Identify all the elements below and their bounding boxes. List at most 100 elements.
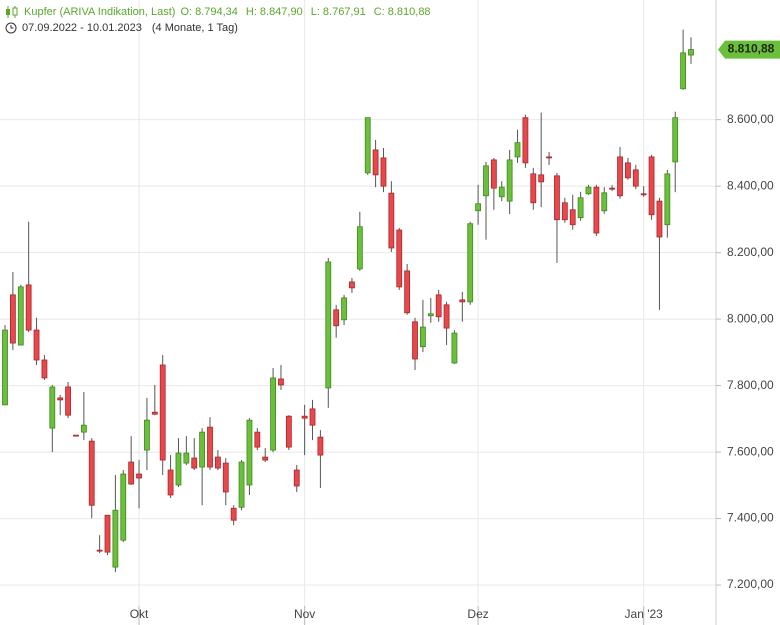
ohlc-label: 8.847,90 [259, 6, 303, 18]
candle-body [451, 332, 458, 364]
period: (4 Monate, 1 Tag) [151, 22, 238, 34]
candle-body [388, 192, 395, 249]
candle-body [554, 175, 560, 221]
candle-body [514, 142, 521, 158]
ohlc-label: 8.767,91 [322, 6, 366, 18]
candle-body [262, 456, 269, 461]
candle-body [128, 461, 135, 485]
date-line: 07.09.2022 - 10.01.2023 (4 Monate, 1 Tag… [5, 22, 238, 34]
candle-body [144, 419, 150, 451]
candle-body [25, 284, 32, 331]
candle-body [65, 386, 71, 416]
candle-body [467, 223, 474, 303]
y-tick-label: 7.800,00 [727, 378, 774, 392]
candle-body [364, 117, 371, 174]
candle-body [104, 514, 111, 553]
candle-body [601, 192, 608, 212]
candle-body [412, 321, 418, 360]
candle-body [427, 313, 434, 317]
candle-body [214, 456, 221, 469]
candle-body [175, 452, 182, 486]
y-tick-label: 8.600,00 [727, 112, 774, 126]
y-tick-label: 7.600,00 [727, 444, 774, 458]
ohlc-key: L: [310, 6, 320, 18]
candle-body [325, 261, 332, 389]
candle-body [207, 426, 213, 468]
header-line: Kupfer (ARIVA Indikation, Last) O: 8.794,… [5, 6, 431, 18]
candle-body [136, 473, 142, 479]
candle-body [490, 159, 497, 189]
candle-body [293, 469, 300, 487]
candle-body [380, 157, 387, 187]
ohlc-key: H: [245, 6, 257, 18]
candle-body [680, 52, 687, 90]
candle-body [648, 156, 655, 216]
ohlc-item: C: 8.810,88 [374, 6, 431, 18]
candle-body [632, 169, 639, 187]
x-tick-label: Nov [294, 607, 315, 621]
candle-body [9, 294, 16, 344]
candle-body [609, 187, 616, 190]
candle-body [625, 162, 631, 179]
candle-body [2, 329, 8, 406]
candle-body [617, 156, 623, 197]
last-price-tag [718, 40, 780, 59]
candle-body [199, 431, 206, 468]
candle-body [546, 156, 552, 159]
candle-body [585, 186, 592, 195]
candle-body [301, 415, 308, 419]
ohlc-item: L: 8.767,91 [311, 6, 366, 18]
candle-body [112, 509, 119, 568]
candle-body [498, 186, 505, 198]
ohlc-key: C: [373, 6, 385, 18]
y-tick-label: 8.000,00 [727, 311, 774, 325]
candle-body [688, 49, 694, 56]
candle-body [404, 270, 411, 314]
y-tick-label: 8.200,00 [727, 245, 774, 259]
x-tick-label: Jan '23 [625, 607, 664, 621]
candle-body [222, 462, 229, 493]
candle-body [538, 174, 545, 183]
ohlc-item: H: 8.847,90 [246, 6, 303, 18]
candle-body [17, 286, 24, 346]
candle-body [435, 294, 442, 318]
clock-icon [5, 22, 17, 34]
candle-body [285, 415, 292, 448]
candle-body [561, 202, 568, 221]
candle-body [349, 281, 355, 289]
candle-body [159, 364, 166, 461]
candle-body [183, 452, 190, 464]
instrument-name: Kupfer (ARIVA Indikation, Last) [24, 6, 176, 18]
candle-body [33, 329, 40, 361]
date-range: 07.09.2022 - 10.01.2023 [22, 22, 142, 34]
candle-body [356, 226, 363, 270]
candle-body [672, 117, 679, 163]
ohlc-key: O: [180, 6, 193, 18]
candle-body [341, 297, 347, 321]
candle-body [593, 186, 600, 234]
y-tick-label: 7.400,00 [727, 511, 774, 525]
candle-icon [6, 6, 18, 18]
candle-body [73, 434, 79, 437]
candle-body [475, 203, 482, 212]
candle-body [443, 304, 450, 329]
candle-body [577, 197, 584, 219]
candle-body [420, 326, 426, 348]
x-tick-label: Okt [130, 607, 149, 621]
y-tick-label: 7.200,00 [727, 577, 774, 591]
y-tick-label: 8.400,00 [727, 178, 774, 192]
ohlc-item: O: 8.794,34 [180, 6, 237, 18]
candle-body [120, 473, 127, 541]
last-price-label: 8.810,88 [728, 42, 775, 56]
candle-body [41, 359, 48, 379]
candle-body [309, 408, 316, 426]
x-tick-label: Dez [467, 607, 488, 621]
candle-body [278, 378, 284, 386]
candle-body [506, 159, 513, 202]
candle-body [230, 507, 237, 521]
ohlc-label: 8.810,88 [387, 6, 431, 18]
candle-body [664, 173, 671, 226]
candle-body [317, 436, 324, 456]
